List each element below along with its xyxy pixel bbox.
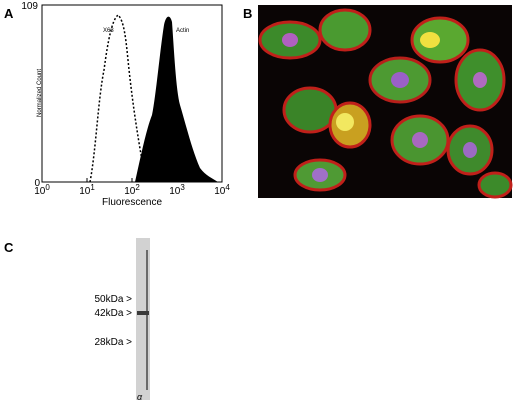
y-tick-label: 109 bbox=[21, 1, 38, 12]
tick-exponent: 0 bbox=[45, 183, 50, 192]
panel-label: C bbox=[4, 240, 14, 255]
y-axis-title: Normalized Count bbox=[37, 69, 43, 117]
tick-exponent: 3 bbox=[180, 183, 185, 192]
x-axis-title: Fluorescence bbox=[102, 197, 162, 208]
actin-curve bbox=[135, 16, 218, 182]
marker-label: 28kDa > bbox=[94, 337, 132, 348]
x-ticks: 100 101 102 103 104 bbox=[34, 178, 230, 197]
tick-exponent: 1 bbox=[90, 183, 95, 192]
x-tick-label: 104 bbox=[214, 183, 230, 197]
x-tick-label: 101 bbox=[79, 183, 95, 197]
y-tick-label: 0 bbox=[34, 178, 40, 189]
panel-label: B bbox=[243, 6, 252, 21]
tick-base: 10 bbox=[34, 186, 46, 197]
x-tick-label: 102 bbox=[124, 183, 140, 197]
tick-exponent: 2 bbox=[135, 183, 140, 192]
tick-base: 10 bbox=[79, 186, 91, 197]
x-tick-label: 100 bbox=[34, 183, 50, 197]
curve-label: X63 bbox=[103, 28, 114, 34]
curve-label: Actin bbox=[176, 28, 189, 34]
tick-exponent: 4 bbox=[225, 183, 230, 192]
x63-curve bbox=[89, 14, 147, 183]
panel-label: A bbox=[4, 6, 14, 21]
lane-label: α bbox=[137, 392, 143, 402]
blot-lane bbox=[136, 238, 150, 400]
tick-base: 10 bbox=[214, 186, 226, 197]
tick-base: 10 bbox=[124, 186, 136, 197]
micrograph bbox=[258, 5, 513, 199]
tick-base: 10 bbox=[169, 186, 181, 197]
marker-label: 50kDa > bbox=[94, 294, 132, 305]
x-tick-label: 103 bbox=[169, 183, 185, 197]
marker-label: 42kDa > bbox=[94, 308, 132, 319]
